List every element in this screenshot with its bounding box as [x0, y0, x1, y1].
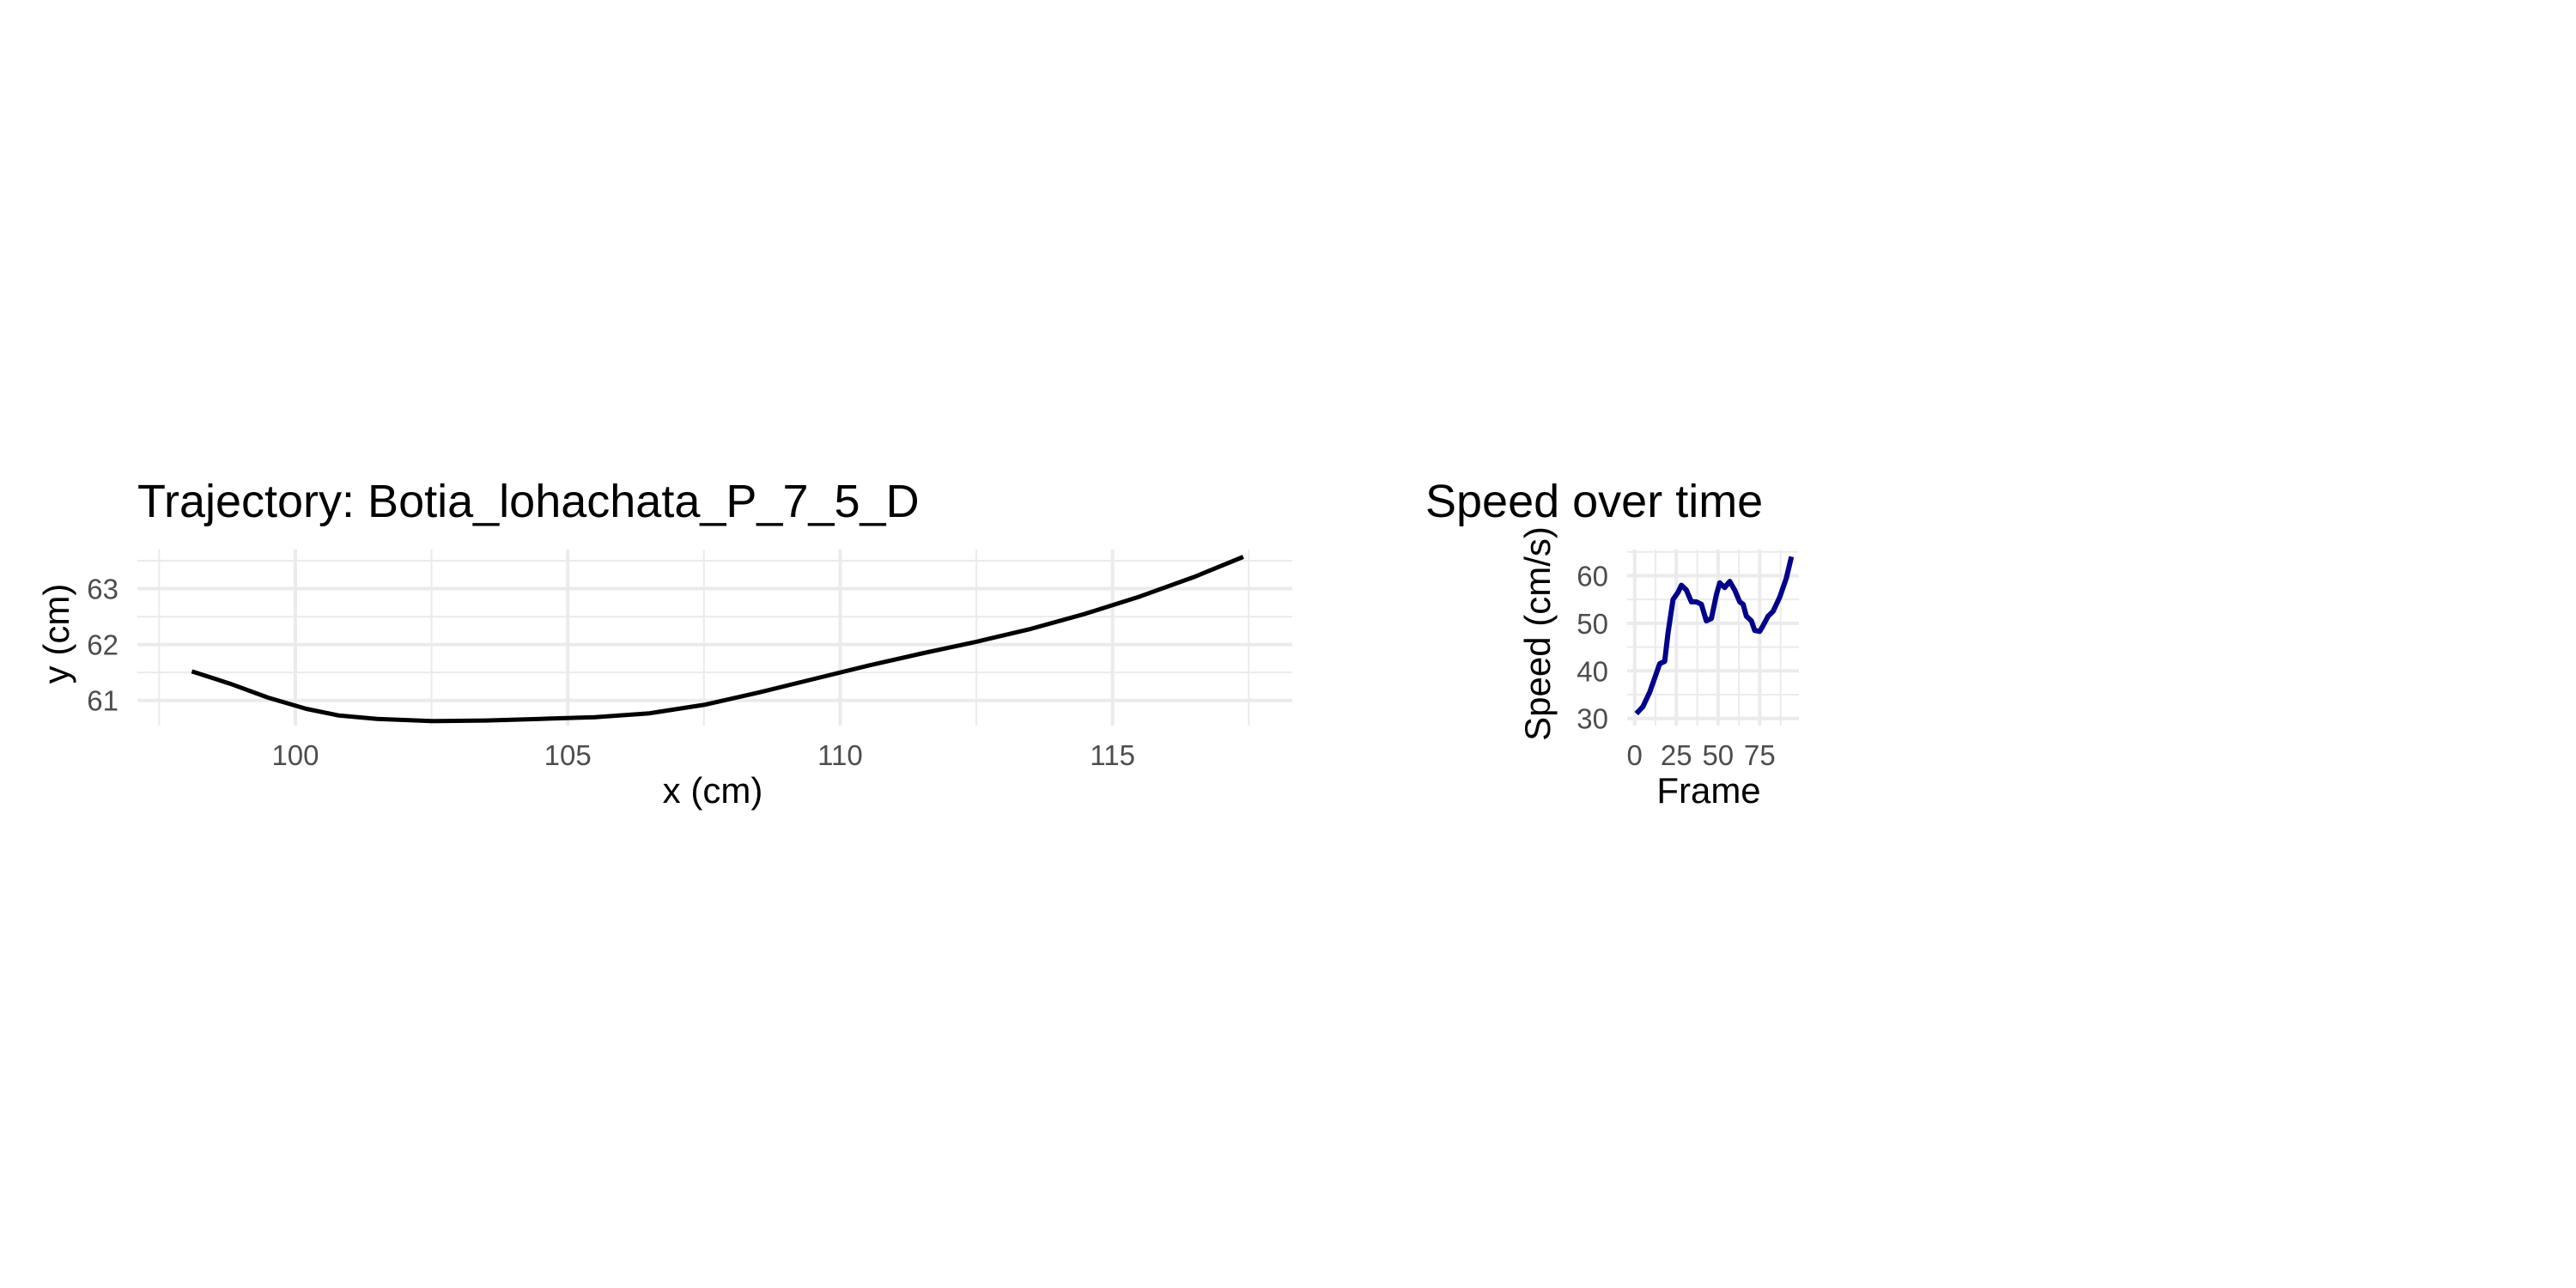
- speed-y-tick-label: 50: [1577, 608, 1608, 640]
- trajectory-grid: [137, 550, 1292, 726]
- speed-panel: Speed over time 0 25 50 75 30 40 50 60 Frame S…: [1425, 476, 1799, 811]
- speed-title: Speed over time: [1425, 476, 1763, 527]
- speed-x-ticks: 0 25 50 75: [1627, 739, 1776, 771]
- trajectory-x-tick-label: 115: [1090, 739, 1135, 771]
- speed-x-tick-label: 75: [1744, 739, 1776, 771]
- trajectory-y-ticks: 61 62 63: [87, 574, 118, 717]
- speed-line: [1634, 556, 1795, 716]
- trajectory-panel: Trajectory: Botia_lohachata_P_7_5_D 100 1…: [36, 476, 1292, 811]
- trajectory-x-axis-title: x (cm): [663, 770, 763, 811]
- trajectory-y-tick-label: 63: [87, 574, 118, 605]
- speed-series: [1634, 556, 1795, 716]
- trajectory-x-tick-label: 110: [817, 739, 863, 771]
- trajectory-x-ticks: 100 105 110 115: [271, 739, 1134, 771]
- trajectory-x-tick-label: 105: [544, 739, 592, 771]
- trajectory-x-tick-label: 100: [271, 739, 319, 771]
- speed-x-tick-label: 25: [1661, 739, 1692, 771]
- speed-x-tick-label: 0: [1627, 739, 1643, 771]
- speed-grid: [1627, 550, 1799, 726]
- speed-y-tick-label: 60: [1577, 560, 1608, 592]
- speed-y-axis-title: Speed (cm/s): [1517, 526, 1558, 741]
- trajectory-y-tick-label: 61: [87, 685, 118, 717]
- trajectory-series: [191, 555, 1244, 724]
- trajectory-line: [191, 555, 1244, 724]
- speed-y-ticks: 30 40 50 60: [1577, 560, 1608, 734]
- speed-x-axis-title: Frame: [1656, 770, 1760, 811]
- speed-y-tick-label: 40: [1577, 655, 1608, 687]
- trajectory-y-tick-label: 62: [87, 629, 118, 661]
- speed-y-tick-label: 30: [1577, 703, 1608, 735]
- speed-x-tick-label: 50: [1702, 739, 1734, 771]
- trajectory-y-axis-title: y (cm): [36, 584, 76, 684]
- trajectory-title: Trajectory: Botia_lohachata_P_7_5_D: [137, 476, 920, 527]
